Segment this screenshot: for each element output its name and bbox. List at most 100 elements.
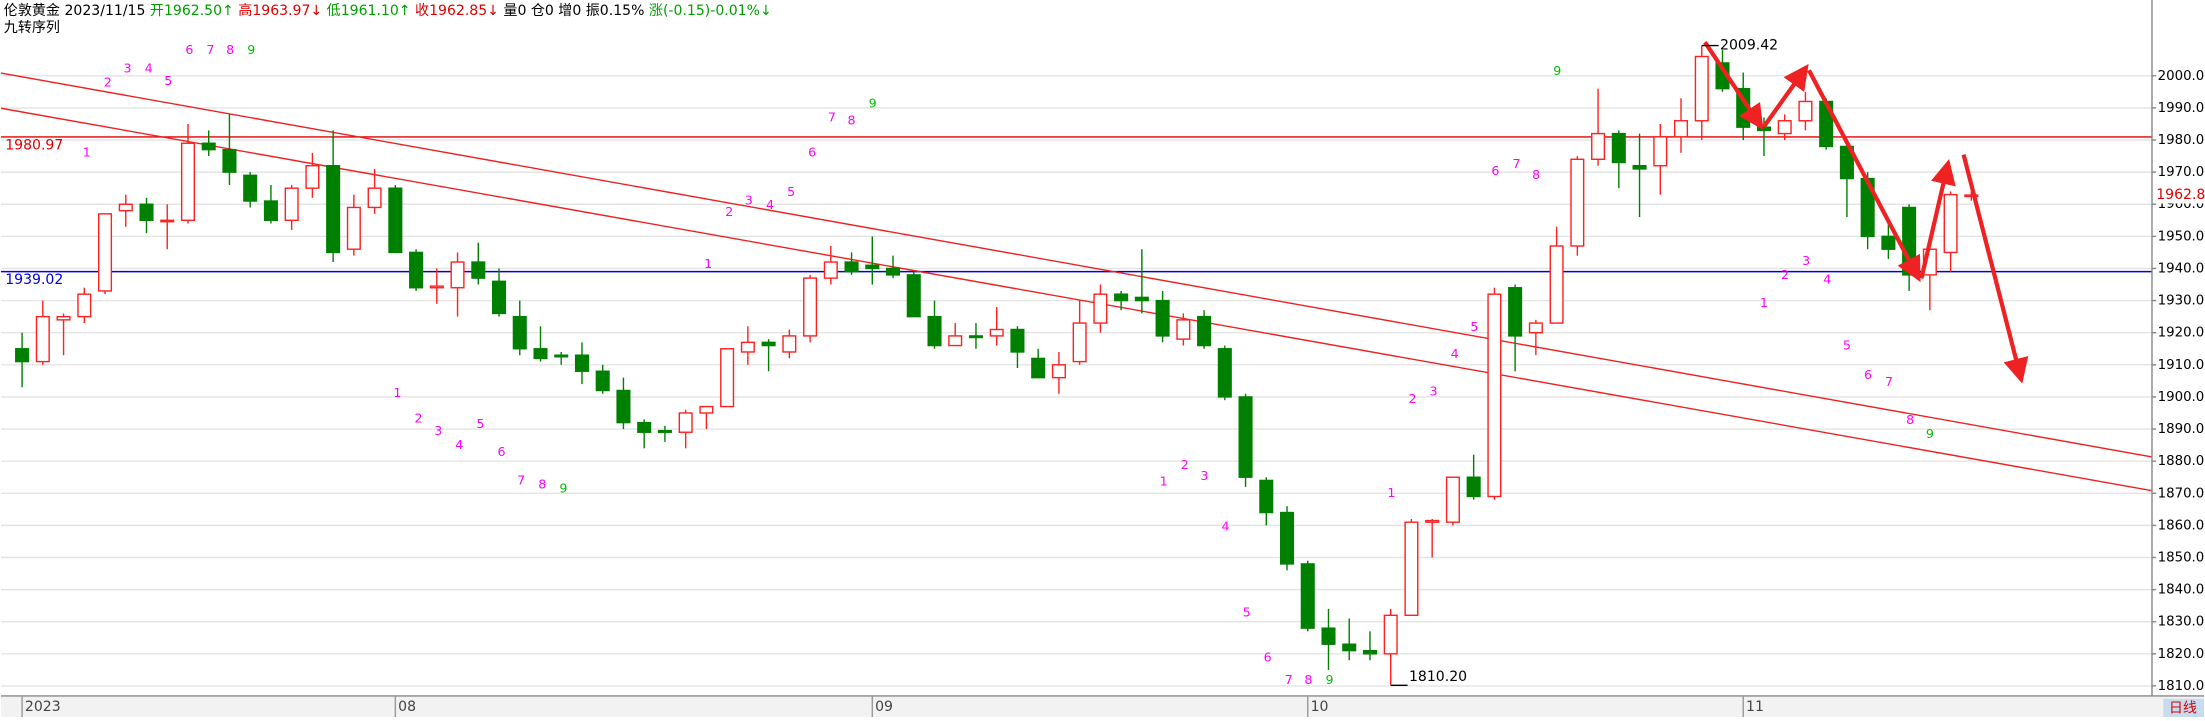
candle-body: [1362, 649, 1377, 655]
candle-body: [1155, 299, 1170, 337]
candle-body: [554, 354, 569, 358]
candle-body: [450, 261, 465, 289]
symbol: 伦敦黄金: [4, 2, 60, 19]
header-item: 低1961.10↑: [327, 3, 411, 19]
td-count: 7: [1285, 672, 1293, 687]
y-tick-label: 1910.00: [2158, 358, 2205, 373]
candle-body: [1238, 396, 1253, 478]
candle-body: [367, 187, 382, 209]
candle-body: [56, 315, 71, 321]
candle-body: [1010, 328, 1025, 353]
td-count: 2: [1408, 391, 1416, 406]
candle-body: [720, 348, 735, 408]
period[interactable]: 日线: [2169, 701, 2197, 717]
y-tick-label: 1840.00: [2158, 583, 2205, 598]
td-count: 9: [247, 42, 255, 57]
candle-body: [782, 335, 797, 353]
y-tick-label: 1970.00: [2158, 165, 2205, 180]
candle-body: [823, 261, 838, 279]
arrows: [1703, 41, 2029, 384]
candle-body: [1321, 627, 1336, 645]
td-count: 8: [226, 42, 234, 57]
y-tick-label: 1950.00: [2158, 229, 2205, 244]
header-item: 量0: [503, 3, 526, 19]
td-count: 3: [1200, 468, 1208, 483]
td-count: 1: [393, 385, 401, 400]
td-count: 8: [1304, 672, 1312, 687]
td-count: 6: [1864, 367, 1872, 382]
candles: [15, 45, 1979, 686]
header-item: 收1962.85↓: [415, 3, 499, 19]
td-count: 6: [497, 444, 505, 459]
arrow: [1703, 41, 1764, 131]
x-tick-label: 09: [875, 699, 893, 715]
period-box: [2163, 698, 2205, 717]
candle-body: [948, 335, 963, 347]
td-count: 9: [559, 481, 567, 496]
candle-body: [1943, 193, 1958, 254]
header-item: 涨(-0.15)-0.01%↓: [649, 3, 772, 19]
candle-body: [1964, 194, 1979, 198]
candle-body: [1404, 521, 1419, 617]
last-price: 1962.85: [2156, 187, 2205, 203]
candle-body: [740, 341, 755, 353]
candle-body: [388, 187, 403, 254]
candle-body: [616, 389, 631, 424]
candle-body: [1176, 319, 1191, 340]
trend-line: [0, 72, 2153, 458]
candle-body: [1673, 120, 1689, 138]
candle-body: [1777, 120, 1792, 135]
candle-body: [429, 285, 444, 289]
x-tick-label: 08: [398, 699, 416, 715]
candle-body: [1197, 315, 1212, 347]
candle-body: [1342, 643, 1357, 652]
td-count: 9: [1553, 63, 1561, 78]
last-price-box: [2153, 186, 2205, 204]
candle-body: [1217, 348, 1232, 398]
candle-body: [1114, 293, 1129, 302]
candle-body: [1425, 519, 1440, 523]
td-count: 2: [1181, 457, 1189, 472]
td-count: 2: [1781, 267, 1789, 282]
extreme-label: 2009.42: [1720, 38, 1778, 54]
td-count: 8: [538, 477, 546, 492]
td-count: 8: [848, 112, 856, 127]
td-count: 3: [434, 423, 442, 438]
candle-body: [1591, 132, 1606, 160]
candle-body: [1072, 322, 1087, 363]
y-tick-label: 1900.00: [2158, 390, 2205, 405]
td-count: 7: [828, 110, 836, 125]
header-item: 开1962.50↑: [150, 3, 234, 19]
td-count: 6: [1264, 649, 1272, 664]
y-tick-label: 1870.00: [2158, 486, 2205, 501]
candle-body: [865, 264, 880, 270]
td-count: 4: [1823, 271, 1831, 286]
candle-body: [243, 174, 258, 202]
candle-body: [1093, 293, 1108, 324]
candle-body: [1031, 357, 1046, 379]
candle-body: [1259, 479, 1274, 514]
candle-body: [263, 200, 278, 222]
td-count: 4: [1451, 346, 1459, 361]
y-tick-label: 1920.00: [2158, 326, 2205, 341]
td-count: 3: [123, 60, 131, 75]
candle-body: [1611, 132, 1626, 164]
arrow: [1961, 154, 2029, 384]
td-count: 9: [1926, 426, 1934, 441]
td-count: 2: [725, 204, 733, 219]
y-tick-label: 1980.00: [2158, 133, 2205, 148]
y-tick-label: 1940.00: [2158, 261, 2205, 276]
candle-body: [699, 405, 714, 414]
td-count: 5: [164, 73, 172, 88]
td-count: 5: [476, 416, 484, 431]
y-tick-label: 1830.00: [2158, 615, 2205, 630]
candle-body: [1881, 235, 1896, 250]
candle-body: [927, 315, 942, 347]
y-tick-label: 1850.00: [2158, 551, 2205, 566]
td-count: 6: [808, 145, 816, 160]
indicator-label: 九转序列: [4, 20, 60, 36]
td-count: 2: [104, 74, 112, 89]
